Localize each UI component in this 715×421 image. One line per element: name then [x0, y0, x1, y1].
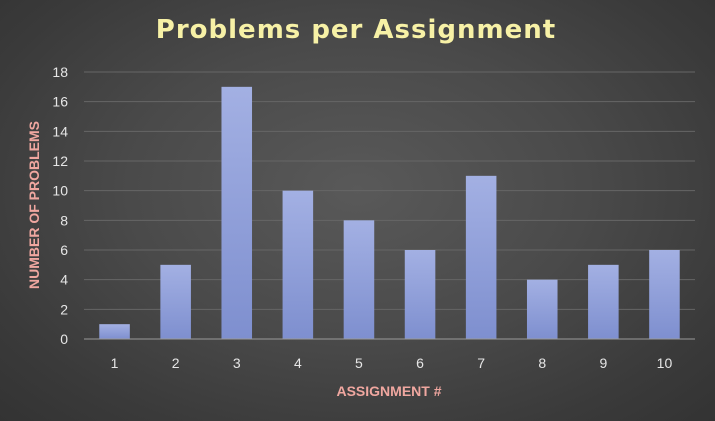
y-tick-label: 6	[60, 242, 68, 258]
y-axis-label: NUMBER OF PROBLEMS	[26, 121, 42, 289]
bar-assignment-7	[465, 175, 497, 339]
y-tick-label: 16	[52, 94, 68, 110]
y-tick-label: 14	[52, 123, 68, 139]
x-tick-label: 9	[599, 355, 607, 371]
y-axis-ticks: 0 2 4 6 8 10 12 14 16 18	[52, 64, 68, 347]
y-tick-label: 4	[60, 272, 68, 288]
x-tick-label: 5	[355, 355, 363, 371]
bar-assignment-5	[343, 220, 375, 339]
bar-assignment-4	[282, 190, 314, 339]
y-tick-label: 10	[52, 183, 68, 199]
x-axis-label: ASSIGNMENT #	[336, 383, 441, 399]
y-tick-label: 0	[60, 331, 68, 347]
x-axis-ticks: 1 2 3 4 5 6 7 8 9 10	[111, 355, 673, 371]
x-tick-label: 1	[111, 355, 119, 371]
bar-assignment-1	[99, 324, 130, 339]
x-tick-label: 7	[477, 355, 485, 371]
y-tick-label: 8	[60, 212, 68, 228]
bar-assignment-8	[526, 279, 558, 339]
x-tick-label: 10	[657, 355, 673, 371]
y-tick-label: 18	[52, 64, 68, 80]
chart-title: Problems per Assignment	[156, 15, 556, 45]
x-tick-label: 4	[294, 355, 302, 371]
x-tick-label: 6	[416, 355, 424, 371]
bar-assignment-2	[160, 264, 191, 339]
bar-assignment-3	[221, 86, 253, 339]
bars	[99, 86, 680, 339]
x-tick-label: 2	[172, 355, 180, 371]
y-tick-label: 2	[60, 301, 68, 317]
bar-assignment-9	[588, 264, 619, 339]
bar-assignment-10	[649, 250, 680, 339]
x-tick-label: 8	[538, 355, 546, 371]
bar-assignment-6	[404, 250, 436, 339]
y-tick-label: 12	[52, 153, 68, 169]
x-tick-label: 3	[233, 355, 241, 371]
